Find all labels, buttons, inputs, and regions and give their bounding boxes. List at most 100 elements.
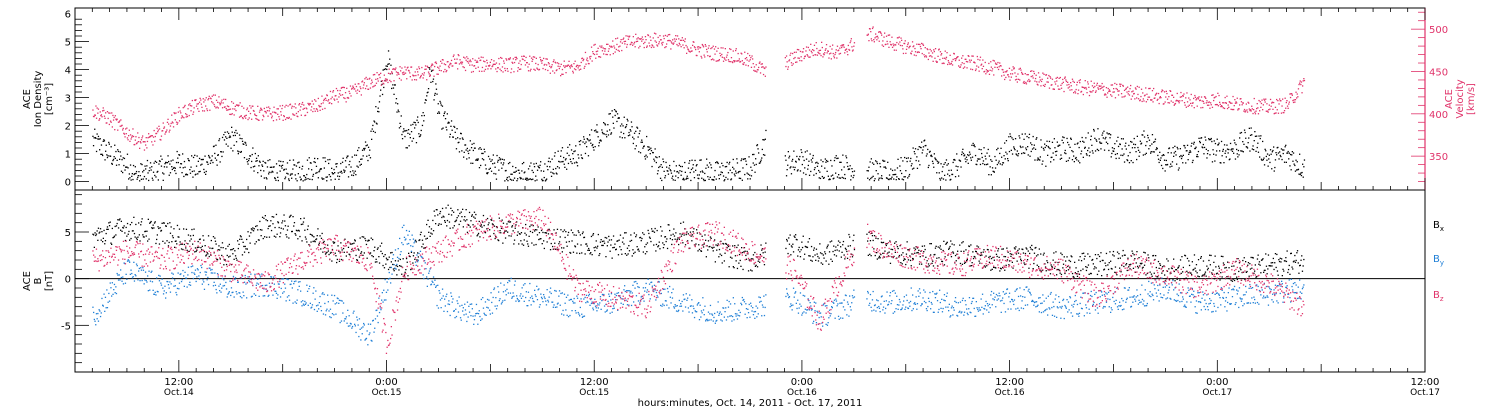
data-point bbox=[235, 109, 237, 112]
data-point bbox=[1054, 147, 1056, 149]
data-point bbox=[674, 40, 676, 42]
data-point bbox=[1112, 91, 1114, 93]
data-point bbox=[1185, 162, 1187, 164]
data-point bbox=[679, 39, 682, 41]
data-point bbox=[498, 169, 500, 171]
data-point bbox=[1234, 99, 1236, 101]
data-point bbox=[547, 69, 549, 72]
data-point bbox=[806, 150, 808, 152]
data-point bbox=[336, 163, 338, 165]
data-point bbox=[1100, 142, 1103, 144]
data-point bbox=[635, 145, 637, 147]
data-point bbox=[811, 52, 813, 54]
data-point bbox=[234, 131, 236, 134]
data-point bbox=[593, 53, 596, 56]
data-point bbox=[1229, 158, 1231, 160]
data-point bbox=[521, 55, 523, 58]
data-point bbox=[370, 83, 372, 85]
data-point bbox=[247, 118, 249, 121]
data-point bbox=[351, 87, 353, 89]
data-point bbox=[254, 152, 256, 155]
data-point bbox=[334, 252, 336, 254]
data-point bbox=[848, 49, 851, 51]
data-point bbox=[684, 171, 686, 173]
data-point bbox=[191, 99, 193, 102]
data-point bbox=[204, 155, 206, 157]
data-point bbox=[226, 137, 228, 139]
data-point bbox=[260, 107, 262, 109]
data-point bbox=[490, 68, 492, 70]
data-point bbox=[964, 66, 966, 68]
data-point bbox=[124, 239, 127, 242]
data-point bbox=[294, 114, 296, 116]
data-point bbox=[1014, 149, 1016, 151]
data-point bbox=[95, 137, 97, 139]
data-point bbox=[663, 37, 665, 40]
data-point bbox=[530, 162, 532, 164]
data-point bbox=[480, 59, 482, 61]
data-point bbox=[118, 219, 120, 221]
data-point bbox=[361, 80, 364, 82]
data-point bbox=[208, 154, 210, 157]
data-point bbox=[1257, 142, 1259, 144]
data-point bbox=[283, 115, 285, 118]
data-point bbox=[514, 56, 516, 59]
data-point bbox=[110, 146, 112, 148]
data-point bbox=[526, 179, 528, 181]
data-point bbox=[290, 214, 292, 216]
data-point bbox=[832, 44, 834, 46]
data-point bbox=[137, 132, 139, 134]
data-point bbox=[1279, 154, 1281, 157]
data-point bbox=[765, 66, 767, 68]
data-point bbox=[1251, 108, 1253, 110]
data-point bbox=[1103, 149, 1106, 151]
data-point bbox=[637, 248, 640, 250]
data-point bbox=[1068, 157, 1071, 159]
data-point bbox=[1176, 163, 1178, 165]
data-point bbox=[236, 132, 238, 134]
data-point bbox=[502, 242, 504, 244]
data-point bbox=[1206, 104, 1209, 106]
data-point bbox=[94, 114, 96, 116]
data-point bbox=[484, 164, 487, 166]
data-point bbox=[235, 257, 237, 259]
data-point bbox=[735, 48, 737, 50]
data-point bbox=[590, 129, 593, 131]
data-point bbox=[310, 109, 312, 111]
data-point bbox=[1071, 150, 1073, 152]
data-point bbox=[925, 56, 928, 58]
left-tick-label: 0 bbox=[65, 275, 71, 286]
data-point bbox=[130, 138, 132, 140]
data-point bbox=[839, 177, 842, 179]
data-point bbox=[329, 102, 331, 104]
data-point bbox=[305, 178, 307, 180]
data-point bbox=[1294, 170, 1297, 172]
data-point bbox=[251, 160, 253, 163]
data-point bbox=[456, 217, 458, 219]
data-point bbox=[320, 237, 323, 239]
data-point bbox=[576, 162, 578, 164]
data-point bbox=[550, 171, 552, 173]
data-point bbox=[580, 140, 582, 142]
data-point bbox=[1288, 101, 1290, 103]
data-point bbox=[205, 105, 207, 107]
data-point bbox=[387, 72, 390, 74]
data-point bbox=[175, 240, 177, 242]
data-point bbox=[881, 44, 883, 46]
data-point bbox=[583, 236, 586, 238]
data-point bbox=[1154, 140, 1156, 143]
data-point bbox=[248, 251, 250, 254]
data-point bbox=[505, 169, 507, 172]
data-point bbox=[393, 80, 395, 82]
data-point bbox=[1109, 137, 1111, 139]
data-point bbox=[192, 176, 194, 178]
data-point bbox=[398, 127, 401, 129]
data-point bbox=[1002, 162, 1005, 164]
data-point bbox=[613, 246, 615, 249]
data-point bbox=[192, 113, 194, 115]
data-point bbox=[985, 73, 987, 75]
data-point bbox=[924, 47, 926, 49]
data-point bbox=[300, 223, 302, 226]
data-point bbox=[407, 66, 409, 68]
data-point bbox=[965, 58, 967, 60]
